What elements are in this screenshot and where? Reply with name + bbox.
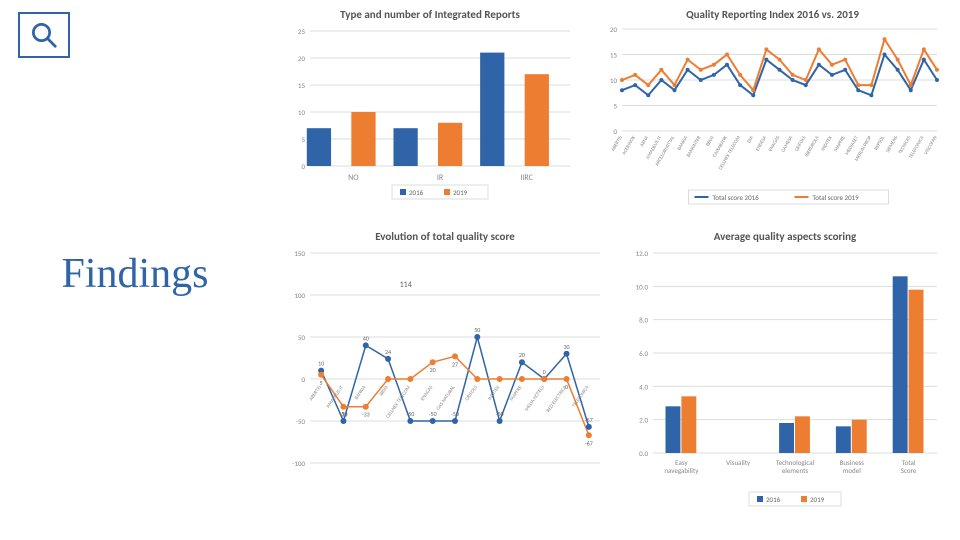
svg-text:BANKIA: BANKIA [354,385,368,401]
svg-text:20: 20 [610,25,618,34]
search-icon-box [18,12,70,58]
svg-text:-50: -50 [296,417,306,426]
svg-text:-67: -67 [585,439,593,447]
svg-text:5: 5 [320,379,323,387]
svg-text:0: 0 [613,127,617,136]
svg-text:15: 15 [610,51,618,60]
svg-text:6.0: 6.0 [639,349,648,358]
svg-text:-50: -50 [429,410,437,418]
chart-c-title: Evolution of total quality score [280,230,610,243]
svg-text:10: 10 [318,360,324,368]
svg-text:150: 150 [294,249,305,258]
svg-text:navegability: navegability [664,466,699,475]
svg-text:114: 114 [400,280,412,290]
svg-text:5: 5 [301,135,305,144]
svg-text:2019: 2019 [453,188,468,197]
svg-text:Visuality: Visuality [726,458,751,467]
svg-text:-50: -50 [406,410,414,418]
chart-type-number-ir: Type and number of Integrated Reports 0 5… [280,8,580,218]
svg-text:20: 20 [519,351,525,359]
svg-text:ABERTIS: ABERTIS [610,134,624,152]
svg-text:MAPFRE: MAPFRE [509,384,524,402]
svg-text:-50: -50 [496,410,504,418]
svg-text:50: 50 [474,326,480,334]
svg-text:GAMESA: GAMESA [780,135,794,154]
chart-quality-index: Quality Reporting Index 2016 vs. 2019 0 5… [600,8,945,218]
svg-text:5: 5 [613,102,617,111]
svg-text:-100: -100 [292,459,305,468]
svg-text:REPSOL: REPSOL [873,134,886,151]
svg-text:2016: 2016 [409,188,424,197]
chart-b-title: Quality Reporting Index 2016 vs. 2019 [600,8,945,21]
svg-text:IR: IR [437,173,444,183]
svg-text:20: 20 [298,54,306,63]
svg-text:30: 30 [563,343,569,351]
svg-text:GRIFOLS: GRIFOLS [464,384,479,402]
svg-text:8.0: 8.0 [639,316,648,325]
search-icon [29,20,59,50]
svg-text:2016: 2016 [766,495,781,504]
svg-text:Score: Score [901,466,917,475]
svg-text:-33: -33 [340,411,348,419]
svg-text:24: 24 [385,348,391,356]
svg-text:AENA: AENA [639,135,650,148]
svg-text:INDITEX: INDITEX [820,135,834,152]
chart-evolution-quality: Evolution of total quality score -100 -50… [280,230,610,530]
chart-a-title: Type and number of Integrated Reports [280,8,580,21]
findings-heading: Findings [0,250,270,298]
svg-text:ACERINOX: ACERINOX [621,135,637,156]
svg-text:0: 0 [301,375,305,384]
svg-text:BBVA: BBVA [379,385,390,397]
svg-text:0: 0 [543,368,546,376]
svg-text:2019: 2019 [810,495,825,504]
svg-text:-33: -33 [362,411,370,419]
svg-text:0.0: 0.0 [639,449,648,458]
svg-text:40: 40 [363,334,369,342]
svg-text:ENDESA: ENDESA [755,135,768,152]
svg-text:100: 100 [294,291,305,300]
svg-text:VISCOFAN: VISCOFAN [923,135,938,156]
svg-text:20: 20 [430,366,436,374]
chart-d-title: Average quality aspects scoring [625,230,945,243]
svg-text:RED ELECTRICA: RED ELECTRICA [546,385,569,414]
svg-text:27: 27 [452,360,458,368]
svg-text:12.0: 12.0 [636,249,649,258]
svg-text:50: 50 [298,333,306,342]
svg-text:10: 10 [610,76,618,85]
svg-text:4.0: 4.0 [639,382,648,391]
svg-text:10.0: 10.0 [636,282,649,291]
svg-text:IIRC: IIRC [520,173,533,183]
svg-text:BANKIA: BANKIA [676,135,689,152]
svg-text:10: 10 [298,108,306,117]
svg-text:elements: elements [782,466,809,475]
svg-text:15: 15 [298,81,306,90]
svg-text:Total score 2019: Total score 2019 [813,193,860,202]
svg-text:DIA: DIA [746,135,755,144]
svg-text:model: model [843,466,861,475]
svg-text:Total score 2016: Total score 2016 [713,193,760,202]
chart-avg-aspects: Average quality aspects scoring 0.0 2.0 4.… [625,230,945,530]
svg-text:MELIA HOTELS: MELIA HOTELS [524,384,546,412]
svg-text:-57: -57 [585,416,593,424]
svg-text:25: 25 [298,27,306,36]
svg-text:-50: -50 [451,410,459,418]
svg-text:2.0: 2.0 [639,416,648,425]
svg-text:NO: NO [348,173,359,183]
svg-text:BBVA: BBVA [705,135,716,148]
svg-text:0: 0 [301,162,305,171]
svg-text:GAS NATURAL: GAS NATURAL [435,384,457,412]
svg-text:ENAGAS: ENAGAS [420,384,435,402]
